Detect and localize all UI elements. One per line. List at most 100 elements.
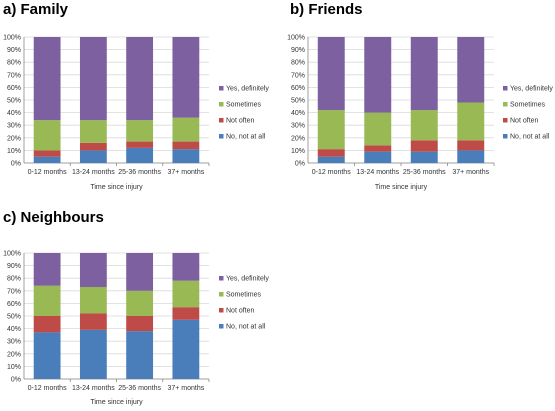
- bar-segment-sometimes: [410, 110, 438, 141]
- y-tick-label: 0%: [11, 161, 21, 168]
- bar-segment-no-not-at-all: [126, 331, 154, 379]
- bar-segment-not-often: [410, 140, 438, 152]
- bar-segment-yes-definitely: [172, 37, 200, 118]
- category-label: 13-24 months: [72, 385, 115, 392]
- y-tick-label: 10%: [7, 148, 21, 155]
- bar-segment-yes-definitely: [172, 253, 200, 281]
- bar-segment-no-not-at-all: [364, 151, 392, 163]
- category-label: 13-24 months: [72, 169, 115, 176]
- bar-segment-no-not-at-all: [317, 156, 345, 163]
- bar-segment-sometimes: [317, 110, 345, 150]
- bar-segment-not-often: [79, 142, 107, 151]
- legend-label: Yes, definitely: [226, 276, 269, 283]
- bar-segment-not-often: [364, 145, 392, 152]
- bar-segment-no-not-at-all: [79, 329, 107, 379]
- legend-swatch: [219, 276, 224, 281]
- legend-label: Not often: [226, 118, 255, 125]
- y-tick-label: 30%: [7, 339, 21, 346]
- y-tick-label: 40%: [291, 110, 305, 117]
- bar-segment-sometimes: [364, 112, 392, 146]
- y-tick-label: 10%: [291, 148, 305, 155]
- y-tick-label: 90%: [291, 47, 305, 54]
- bar-segment-not-often: [172, 141, 200, 150]
- legend: Yes, definitely Sometimes Not often No, not…: [503, 86, 553, 141]
- bar-segment-sometimes: [126, 120, 154, 142]
- legend-swatch: [503, 118, 508, 123]
- y-tick-label: 20%: [7, 351, 21, 358]
- x-axis-title: Time since injury: [90, 399, 143, 406]
- y-tick-label: 100%: [3, 251, 21, 258]
- bar-segment-sometimes: [457, 102, 485, 141]
- y-tick-label: 70%: [7, 72, 21, 79]
- bar-segment-yes-definitely: [79, 253, 107, 288]
- y-tick-label: 20%: [7, 135, 21, 142]
- category-label: 0-12 months: [312, 169, 351, 176]
- bar-segment-not-often: [33, 150, 61, 157]
- category-label: 0-12 months: [28, 169, 67, 176]
- y-tick-label: 40%: [7, 110, 21, 117]
- legend-swatch: [503, 86, 508, 91]
- x-axis-title: Time since injury: [375, 184, 428, 191]
- category-label: 25-36 months: [118, 385, 161, 392]
- legend-label: Not often: [226, 308, 255, 315]
- category-label: 25-36 months: [403, 169, 446, 176]
- x-axis-title: Time since injury: [90, 184, 143, 191]
- y-tick-label: 90%: [7, 47, 21, 54]
- legend-swatch: [219, 292, 224, 297]
- legend-swatch: [219, 118, 224, 123]
- y-tick-label: 80%: [7, 60, 21, 67]
- legend-label: Yes, definitely: [226, 86, 269, 93]
- category-label: 37+ months: [452, 169, 489, 176]
- chart-panel-1: a) Family 0% 10% 20% 30% 40% 50% 60% 70% 80% 90% 10…: [3, 1, 269, 191]
- legend-label: No, not at all: [226, 324, 266, 331]
- bar-segment-no-not-at-all: [172, 319, 200, 379]
- bar-segment-not-often: [457, 140, 485, 151]
- chart-title: b) Friends: [290, 1, 363, 18]
- bar-segment-no-not-at-all: [410, 151, 438, 163]
- bar-segment-yes-definitely: [33, 37, 61, 121]
- legend-swatch: [219, 86, 224, 91]
- legend-swatch: [503, 102, 508, 107]
- legend: Yes, definitely Sometimes Not often No, not…: [219, 86, 269, 141]
- bar-segment-not-often: [172, 307, 200, 320]
- bar-segment-yes-definitely: [126, 37, 154, 121]
- bar-segment-yes-definitely: [317, 37, 345, 111]
- legend-label: No, not at all: [226, 134, 266, 141]
- bar-segment-not-often: [126, 316, 154, 332]
- y-tick-label: 50%: [291, 98, 305, 105]
- bar-segment-sometimes: [172, 117, 200, 142]
- bar-segment-no-not-at-all: [33, 156, 61, 163]
- y-tick-label: 0%: [11, 377, 21, 384]
- bar-segment-yes-definitely: [79, 37, 107, 121]
- y-tick-label: 30%: [7, 123, 21, 130]
- y-tick-label: 60%: [291, 85, 305, 92]
- bar-segment-yes-definitely: [457, 37, 485, 103]
- legend-label: Yes, definitely: [510, 86, 553, 93]
- legend-label: Sometimes: [226, 102, 262, 109]
- bar-segment-not-often: [317, 149, 345, 157]
- category-label: 13-24 months: [356, 169, 399, 176]
- y-tick-label: 10%: [7, 364, 21, 371]
- bar-segment-not-often: [33, 316, 61, 333]
- y-tick-label: 20%: [291, 135, 305, 142]
- bar-segment-sometimes: [79, 287, 107, 314]
- y-tick-label: 60%: [7, 301, 21, 308]
- y-tick-label: 30%: [291, 123, 305, 130]
- y-tick-label: 50%: [7, 314, 21, 321]
- category-label: 0-12 months: [28, 385, 67, 392]
- y-tick-label: 100%: [287, 35, 305, 42]
- legend: Yes, definitely Sometimes Not often No, not…: [219, 276, 269, 331]
- bar-segment-sometimes: [126, 290, 154, 316]
- legend-label: Sometimes: [510, 102, 546, 109]
- legend-swatch: [219, 324, 224, 329]
- bar-segment-not-often: [126, 141, 154, 148]
- legend-swatch: [503, 134, 508, 139]
- legend-swatch: [219, 102, 224, 107]
- bar-segment-no-not-at-all: [172, 149, 200, 163]
- y-tick-label: 80%: [7, 276, 21, 283]
- legend-label: No, not at all: [510, 134, 550, 141]
- bar-segment-no-not-at-all: [457, 150, 485, 163]
- y-tick-label: 100%: [3, 35, 21, 42]
- legend-label: Sometimes: [226, 292, 262, 299]
